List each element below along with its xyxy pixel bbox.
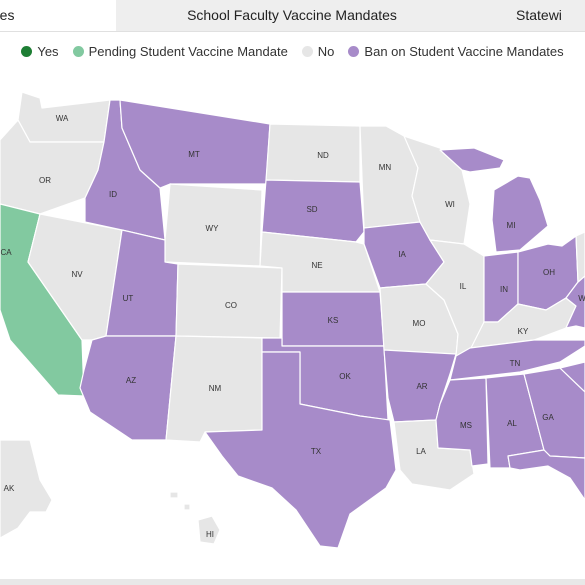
state-label-al: AL [507, 419, 517, 428]
state-label-co: CO [225, 301, 237, 310]
state-label-ia: IA [398, 250, 406, 259]
state-ak[interactable] [0, 439, 53, 539]
state-label-wy: WY [206, 224, 220, 233]
state-tx[interactable] [204, 351, 397, 549]
state-label-ca: CA [0, 248, 12, 257]
legend-item-ban[interactable]: Ban on Student Vaccine Mandates [348, 43, 564, 59]
legend-dot-pending [72, 45, 84, 57]
state-label-mo: MO [413, 319, 426, 328]
state-label-hi: HI [206, 530, 214, 539]
state-label-il: IL [460, 282, 467, 291]
tab-statewide[interactable]: Statewi [516, 7, 562, 23]
state-mi[interactable] [439, 147, 549, 253]
state-label-mn: MN [379, 163, 392, 172]
state-label-ar: AR [416, 382, 427, 391]
state-sd[interactable] [261, 179, 365, 243]
tab-bar: ates School Faculty Vaccine Mandates Sta… [0, 0, 585, 32]
legend-dot-ban [348, 45, 360, 57]
state-nd[interactable] [265, 123, 361, 183]
state-wy[interactable] [164, 183, 263, 267]
state-label-ks: KS [328, 316, 339, 325]
tab-school-faculty-vaccine-mandates[interactable]: School Faculty Vaccine Mandates [187, 7, 397, 23]
legend-dot-no [301, 45, 313, 57]
state-label-mt: MT [188, 150, 200, 159]
legend-item-yes[interactable]: Yes [21, 43, 59, 59]
state-label-in: IN [500, 285, 508, 294]
legend-label: Yes [37, 43, 59, 59]
state-label-tn: TN [510, 359, 521, 368]
state-label-ms: MS [460, 421, 472, 430]
legend-label: No [317, 43, 335, 59]
state-fl[interactable] [507, 449, 585, 501]
state-label-nm: NM [209, 384, 222, 393]
state-label-az: AZ [126, 376, 136, 385]
state-label-or: OR [39, 176, 51, 185]
legend-label: Pending Student Vaccine Mandate [88, 43, 288, 59]
state-label-ky: KY [518, 327, 529, 336]
state-label-ga: GA [542, 413, 554, 422]
state-label-ne: NE [311, 261, 322, 270]
legend-item-pending[interactable]: Pending Student Vaccine Mandate [72, 43, 288, 59]
state-label-nv: NV [71, 270, 83, 279]
state-tn[interactable] [449, 339, 585, 381]
state-label-la: LA [416, 447, 426, 456]
state-az[interactable] [79, 335, 177, 441]
state-ms[interactable] [435, 377, 489, 467]
legend-label: Ban on Student Vaccine Mandates [364, 43, 564, 59]
state-label-mi: MI [507, 221, 516, 230]
tab-student-vaccine-mandates[interactable]: ates [0, 0, 116, 31]
legend-item-no[interactable]: No [301, 43, 335, 59]
state-label-id: ID [109, 190, 117, 199]
state-label-tx: TX [311, 447, 322, 456]
state-label-wa: WA [56, 114, 69, 123]
state-label-sd: SD [306, 205, 317, 214]
legend-dot-yes [21, 45, 33, 57]
state-hi[interactable] [169, 491, 221, 545]
state-label-ok: OK [339, 372, 351, 381]
bottom-scroll-bar [0, 579, 585, 585]
state-label-ak: AK [4, 484, 15, 493]
state-sc[interactable] [559, 361, 585, 393]
state-pa[interactable] [575, 231, 585, 283]
state-label-wv: W [578, 294, 585, 303]
state-label-oh: OH [543, 268, 555, 277]
state-label-wi: WI [445, 200, 455, 209]
state-label-nd: ND [317, 151, 329, 160]
map-legend: Yes Pending Student Vaccine Mandate No B… [0, 40, 585, 62]
state-label-ut: UT [123, 294, 134, 303]
state-labels: WA OR CA NV ID MT WY UT CO AZ NM ND SD N… [0, 114, 585, 539]
